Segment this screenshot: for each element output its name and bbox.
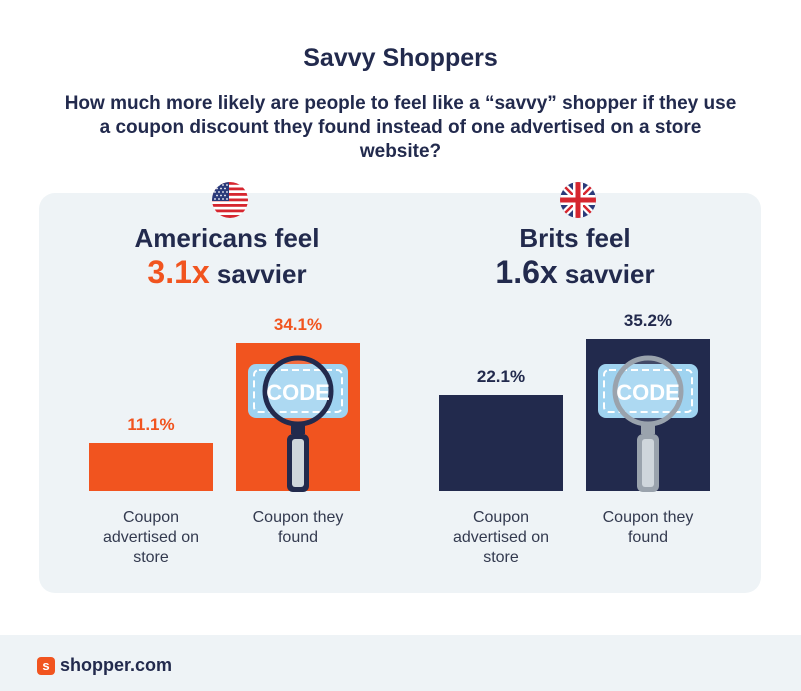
us-headline-prefix: Americans feel [134,223,320,253]
uk-bar-found-coupon [586,338,710,491]
uk-value-label-store: 22.1% [476,367,526,387]
uk-bar-store-coupon [439,395,563,491]
footer: s shopper.com [0,635,801,691]
us-value-label-store: 11.1% [127,414,175,434]
uk-category-found: Coupon they found [602,509,694,546]
us-category-found: Coupon they found [252,509,344,546]
us-category-store: Coupon advertised on store [102,509,200,566]
uk-headline: Brits feel 1.6x savvier [410,222,740,292]
chart-title: Savvy Shoppers [303,44,498,72]
brand-logo[interactable]: s shopper.com [37,655,172,676]
uk-headline-suffix: savvier [564,259,655,289]
shopper-logo-icon: s [37,656,55,675]
us-multiplier: 3.1x [147,254,210,290]
us-bar-store-coupon [89,442,213,491]
us-bar-found-coupon [236,343,360,491]
uk-multiplier: 1.6x [495,254,558,290]
us-headline: Americans feel 3.1x savvier [62,222,392,292]
uk-flag-icon [560,182,596,218]
us-headline-suffix: savvier [216,259,307,289]
uk-category-store: Coupon advertised on store [452,509,550,566]
us-flag-icon [212,182,248,218]
uk-headline-prefix: Brits feel [519,223,631,253]
uk-value-label-found: 35.2% [623,310,673,330]
us-value-label-found: 34.1% [273,315,323,335]
chart-subtitle: How much more likely are people to feel … [64,93,737,162]
brand-name: shopper.com [60,655,173,675]
